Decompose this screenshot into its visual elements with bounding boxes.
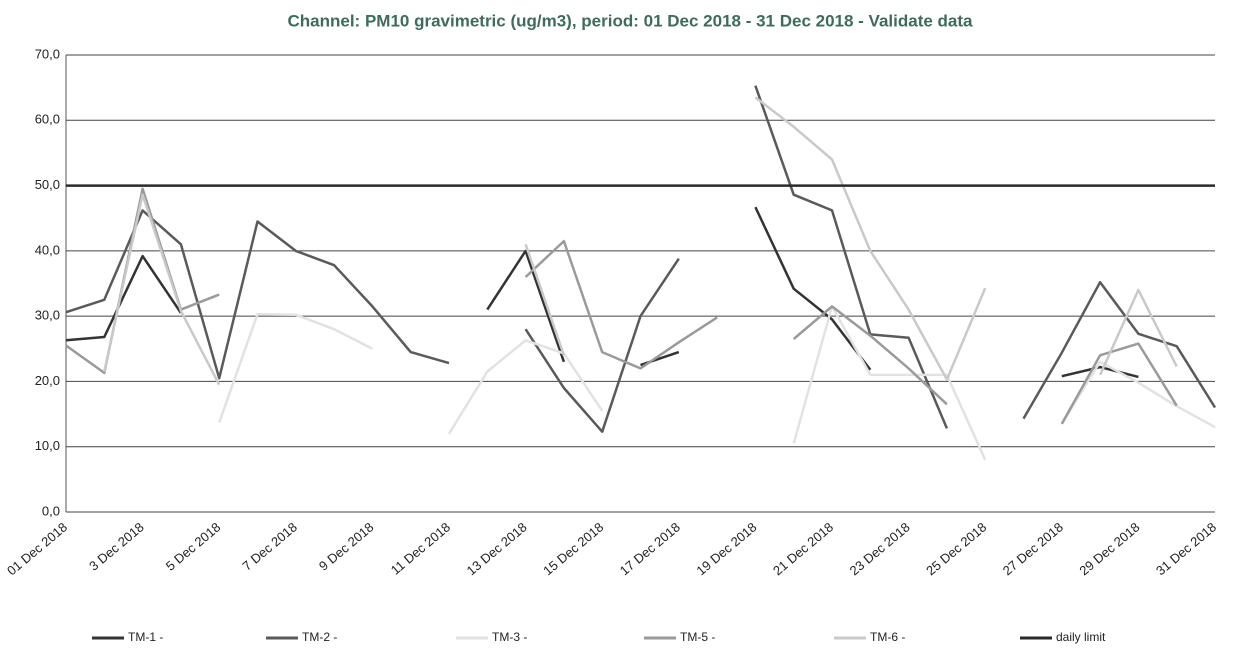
y-tick-label: 40,0 xyxy=(35,242,60,257)
legend-label: TM-1 - xyxy=(128,630,163,644)
legend-label: TM-6 - xyxy=(870,630,905,644)
chart-title: Channel: PM10 gravimetric (ug/m3), perio… xyxy=(288,11,974,30)
x-tick-label: 29 Dec 2018 xyxy=(1076,519,1142,578)
series-line xyxy=(65,85,1217,433)
x-tick-label: 25 Dec 2018 xyxy=(923,519,989,578)
legend-label: daily limit xyxy=(1056,630,1106,644)
y-tick-label: 0,0 xyxy=(42,503,60,518)
legend-label: TM-2 - xyxy=(302,630,337,644)
series-line xyxy=(65,206,1139,379)
x-tick-label: 31 Dec 2018 xyxy=(1153,519,1219,578)
x-tick-label: 15 Dec 2018 xyxy=(540,519,606,578)
x-tick-label: 5 Dec 2018 xyxy=(163,519,224,573)
y-tick-label: 50,0 xyxy=(35,177,60,192)
x-tick-label: 7 Dec 2018 xyxy=(239,519,300,573)
legend-label: TM-3 - xyxy=(492,630,527,644)
y-tick-label: 70,0 xyxy=(35,46,60,61)
x-tick-label: 27 Dec 2018 xyxy=(1000,519,1066,578)
y-tick-label: 60,0 xyxy=(35,112,60,127)
legend-label: TM-5 - xyxy=(680,630,715,644)
x-tick-label: 19 Dec 2018 xyxy=(693,519,759,578)
series-line xyxy=(103,96,1178,386)
x-tick-label: 9 Dec 2018 xyxy=(316,519,377,573)
y-tick-label: 10,0 xyxy=(35,438,60,453)
x-tick-label: 01 Dec 2018 xyxy=(4,519,70,578)
y-tick-label: 20,0 xyxy=(35,373,60,388)
x-tick-label: 21 Dec 2018 xyxy=(770,519,836,578)
x-tick-label: 3 Dec 2018 xyxy=(86,519,147,573)
series-line xyxy=(218,305,1216,461)
y-tick-label: 30,0 xyxy=(35,308,60,323)
x-tick-label: 13 Dec 2018 xyxy=(464,519,530,578)
series-line xyxy=(65,187,1178,425)
x-tick-label: 11 Dec 2018 xyxy=(388,519,453,577)
x-tick-label: 17 Dec 2018 xyxy=(617,519,683,578)
x-tick-label: 23 Dec 2018 xyxy=(847,519,913,578)
